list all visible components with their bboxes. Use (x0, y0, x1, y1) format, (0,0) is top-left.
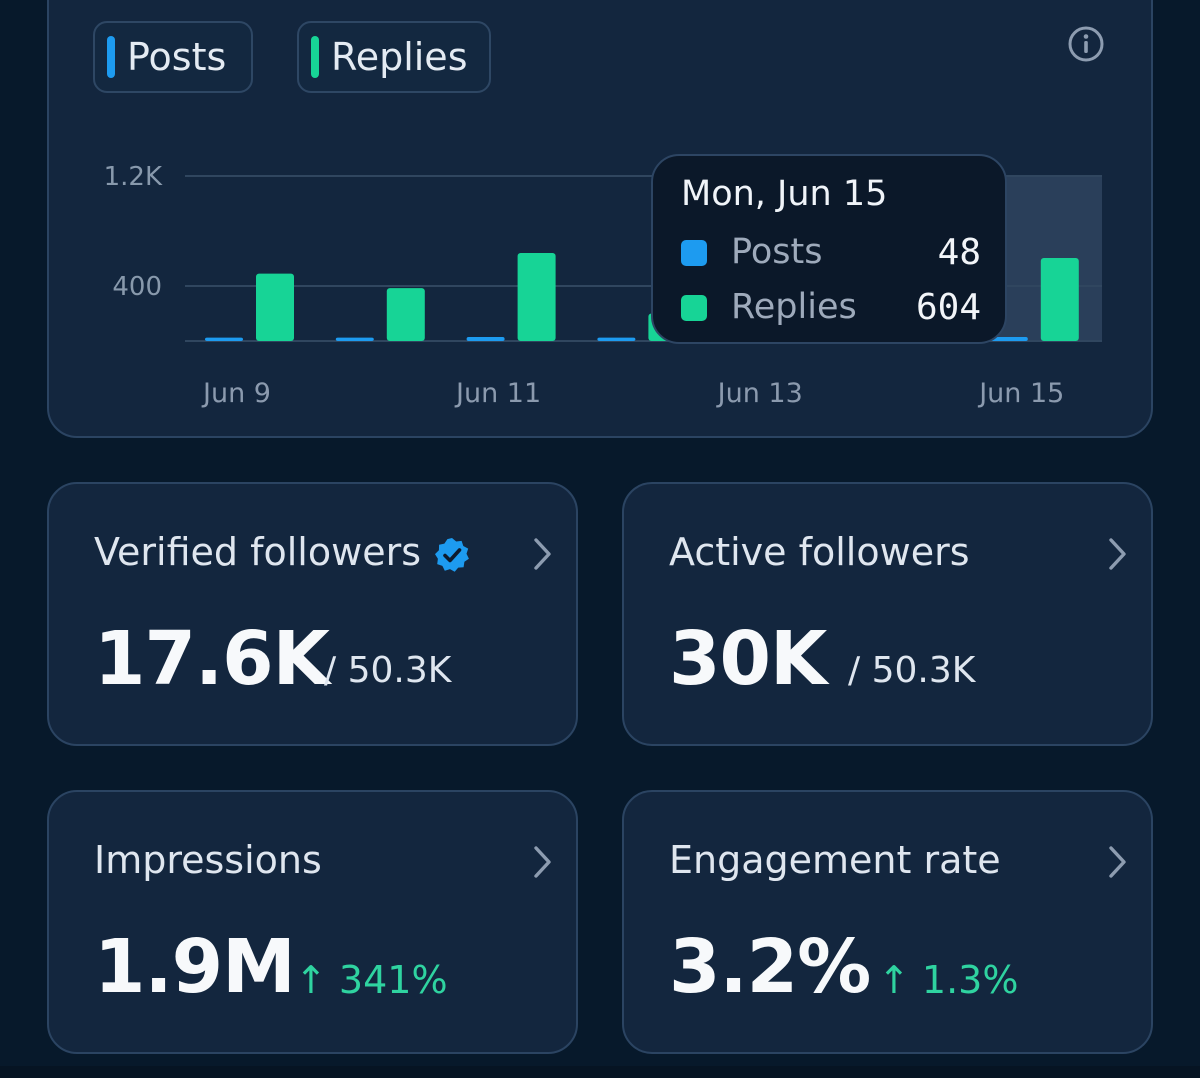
bar-chart: 1.2K 400 Jun 9 Jun 11 Jun 13 Jun 15 (104, 162, 1102, 409)
posts-swatch (681, 240, 707, 266)
y-tick-label: 1.2K (104, 162, 163, 192)
metric-value: 30K (669, 616, 827, 702)
chevron-right-icon (1107, 536, 1129, 572)
x-tick-label: Jun 13 (716, 378, 803, 409)
metric-change: ↑ 1.3% (878, 958, 1019, 1002)
bar-replies (386, 288, 425, 341)
x-tick-label: Jun 11 (454, 378, 541, 409)
metric-card-impressions[interactable]: Impressions 1.9M ↑ 341% (47, 790, 578, 1054)
metric-total: / 50.3K (848, 650, 976, 691)
metric-card-active-followers[interactable]: Active followers 30K / 50.3K (622, 482, 1153, 746)
verified-badge-icon (433, 536, 471, 574)
posts-legend-swatch (107, 36, 115, 78)
tooltip-posts-label: Posts (731, 232, 823, 272)
metric-total: / 50.3K (324, 650, 452, 691)
bar-replies (1040, 257, 1079, 341)
chevron-right-icon (532, 844, 554, 880)
bar-posts (466, 337, 505, 341)
bar-posts (335, 337, 374, 341)
metric-title: Impressions (94, 838, 322, 882)
tooltip-row-posts: Posts 48 (681, 232, 981, 276)
metric-card-verified-followers[interactable]: Verified followers 17.6K / 50.3K (47, 482, 578, 746)
bar-replies (517, 253, 556, 341)
bar-posts (989, 337, 1028, 341)
info-circle-icon[interactable] (1067, 25, 1105, 63)
bar-replies (256, 273, 294, 341)
y-tick-label: 400 (112, 272, 162, 302)
tooltip-row-replies: Replies 604 (681, 287, 981, 331)
bar-posts (597, 337, 636, 341)
metric-value: 1.9M (94, 924, 296, 1010)
bottom-strip (0, 1066, 1200, 1078)
bar-posts (205, 337, 243, 341)
metric-card-engagement-rate[interactable]: Engagement rate 3.2% ↑ 1.3% (622, 790, 1153, 1054)
tooltip-replies-label: Replies (731, 287, 857, 327)
legend-replies-label: Replies (331, 35, 468, 79)
replies-legend-swatch (311, 36, 319, 78)
replies-swatch (681, 295, 707, 321)
legend-posts-label: Posts (127, 35, 227, 79)
metric-value: 17.6K (94, 616, 330, 702)
legend-toggle-posts[interactable]: Posts (93, 21, 253, 93)
chart-tooltip: Mon, Jun 15 Posts 48 Replies 604 (651, 154, 1007, 344)
metric-title: Active followers (669, 530, 970, 574)
metric-value: 3.2% (669, 924, 871, 1010)
chevron-right-icon (1107, 844, 1129, 880)
metric-title: Engagement rate (669, 838, 1001, 882)
legend-toggle-replies[interactable]: Replies (297, 21, 491, 93)
chevron-right-icon (532, 536, 554, 572)
x-tick-label: Jun 9 (201, 378, 271, 409)
x-tick-label: Jun 15 (977, 378, 1064, 409)
metric-change: ↑ 341% (295, 958, 448, 1002)
metric-title-text: Verified followers (94, 530, 421, 574)
tooltip-posts-value: 48 (937, 232, 981, 273)
tooltip-replies-value: 604 (915, 287, 981, 328)
tooltip-date: Mon, Jun 15 (681, 174, 888, 214)
metric-title: Verified followers (94, 530, 471, 574)
